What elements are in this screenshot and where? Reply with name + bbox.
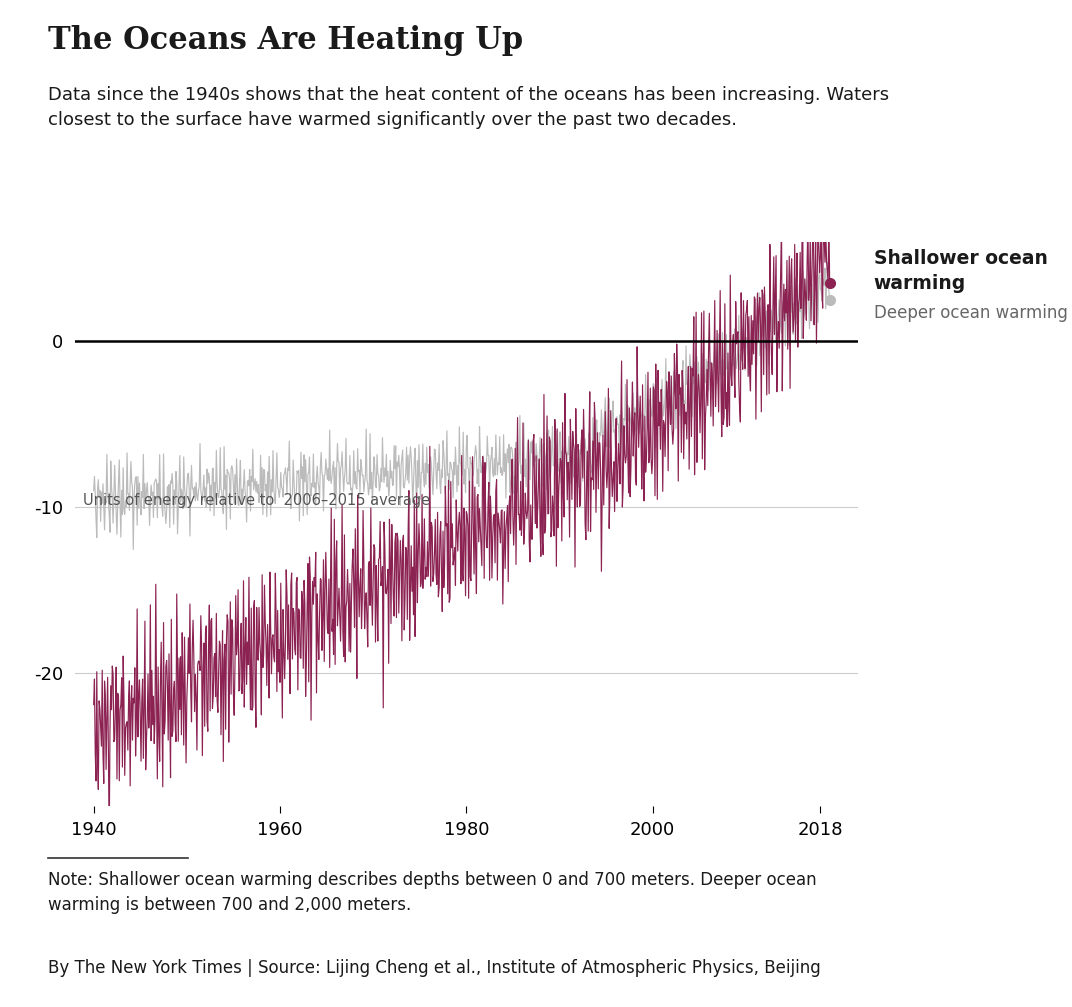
Text: Deeper ocean warming: Deeper ocean warming	[874, 304, 1068, 322]
Text: By The New York Times | Source: Lijing Cheng et al., Institute of Atmospheric Ph: By The New York Times | Source: Lijing C…	[48, 959, 821, 977]
Text: The Oceans Are Heating Up: The Oceans Are Heating Up	[48, 25, 523, 56]
Text: Units of energy relative to  2006–2015 average: Units of energy relative to 2006–2015 av…	[83, 492, 430, 508]
Text: Data since the 1940s shows that the heat content of the oceans has been increasi: Data since the 1940s shows that the heat…	[48, 86, 890, 129]
Text: Note: Shallower ocean warming describes depths between 0 and 700 meters. Deeper : Note: Shallower ocean warming describes …	[48, 871, 817, 914]
Text: Shallower ocean
warming: Shallower ocean warming	[874, 249, 1047, 293]
